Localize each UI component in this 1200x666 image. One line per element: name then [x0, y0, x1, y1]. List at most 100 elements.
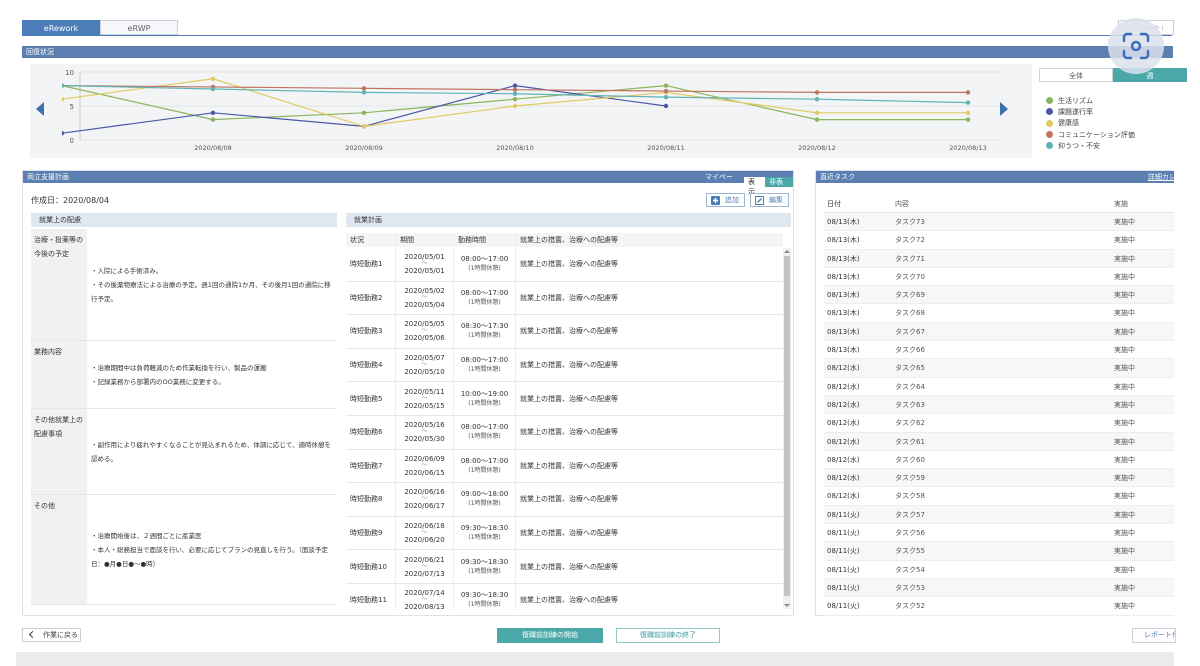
task-row[interactable]: 08/11(火) タスク55 実施中	[824, 542, 1174, 561]
end-training-button[interactable]: 復職前訓練の終了	[616, 628, 720, 643]
tab-erwp[interactable]: eRWP	[100, 20, 178, 35]
next-week-arrow-icon[interactable]	[1000, 102, 1008, 116]
task-row[interactable]: 08/11(火) タスク53 実施中	[824, 578, 1174, 598]
schedule-row[interactable]: 時短勤務2 2020/05/02 ～ 2020/05/04 08:00～17:00 (1時…	[346, 281, 783, 316]
start-training-button[interactable]: 復職前訓練の開始	[497, 628, 603, 643]
x-tick-label: 2020/08/08	[194, 144, 231, 152]
task-status: 実施中	[1114, 474, 1135, 483]
schedule-row[interactable]: 時短勤務6 2020/05/16 ～ 2020/05/30 08:00～17:00 (1時…	[346, 415, 783, 450]
data-point	[62, 83, 65, 88]
scroll-thumb[interactable]	[784, 256, 790, 596]
mypage-hide-option[interactable]: 非表示	[765, 177, 793, 196]
task-row[interactable]: 08/13(木) タスク69 実施中	[824, 286, 1174, 305]
task-row[interactable]: 08/11(火) タスク54 実施中	[824, 561, 1174, 579]
task-row[interactable]: 08/13(木) タスク68 実施中	[824, 304, 1174, 323]
schedule-row[interactable]: 時短勤務10 2020/06/21 ～ 2020/07/13 09:30～18:30 (1…	[346, 550, 783, 584]
schedule-row[interactable]: 時短勤務3 2020/05/05 ～ 2020/05/06 08:30～17:30 (1時…	[346, 315, 783, 349]
task-row[interactable]: 08/12(水) タスク62 実施中	[824, 414, 1174, 433]
schedule-row[interactable]: 時短勤務1 2020/05/01 ～ 2020/05/01 08:00～17:00 (1時…	[346, 248, 783, 282]
task-row[interactable]: 08/13(木) タスク71 実施中	[824, 249, 1174, 268]
schedule-row[interactable]: 時短勤務9 2020/06/18 ～ 2020/06/20 09:30～18:30 (1時…	[346, 516, 783, 551]
period-to: 2020/08/13	[404, 603, 445, 609]
task-row[interactable]: 08/11(火) タスク52 実施中	[824, 597, 1174, 616]
break-time: (1時間休憩)	[468, 601, 501, 609]
task-row[interactable]: 08/13(木) タスク66 実施中	[824, 341, 1174, 360]
schedule-time: 08:00～17:00 (1時間休憩)	[454, 348, 516, 382]
schedule-row[interactable]: 時短勤務11 2020/07/14 ～ 2020/08/13 09:30～18:30 (1…	[346, 583, 783, 609]
task-name: タスク59	[895, 474, 925, 483]
period-from: 2020/07/14	[404, 589, 445, 598]
break-time: (1時間休憩)	[468, 332, 501, 340]
note-row: その他 ・治療開始後は、２週間ごとに産業医 ・本人・総務担当で面談を行い、必要に応…	[31, 495, 337, 605]
prev-week-arrow-icon[interactable]	[36, 102, 44, 116]
schedule-period: 2020/05/11 ～ 2020/05/15	[396, 382, 454, 415]
add-button[interactable]: 追加	[706, 193, 745, 207]
schedule-status: 時短勤務10	[346, 550, 396, 583]
task-status: 実施中	[1114, 218, 1135, 226]
task-name: タスク61	[895, 437, 925, 446]
schedule-status: 時短勤務5	[346, 382, 396, 415]
task-row[interactable]: 08/13(木) タスク70 実施中	[824, 268, 1174, 287]
task-row[interactable]: 08/13(木) タスク67 実施中	[824, 322, 1174, 342]
work-schedule: 就業計画 状況 期間 勤務時間 就業上の措置、治療への配慮等 時短勤務1 2020…	[346, 211, 791, 611]
note-key: その他就業上の配慮事項	[31, 409, 87, 494]
task-name: タスク67	[895, 327, 925, 336]
task-name: タスク58	[895, 492, 925, 501]
mypage-show-option[interactable]: 表示	[743, 177, 766, 196]
task-row[interactable]: 08/12(水) タスク65 実施中	[824, 359, 1174, 378]
task-row[interactable]: 08/12(水) タスク63 実施中	[824, 395, 1174, 415]
task-row[interactable]: 08/13(木) タスク72 実施中	[824, 231, 1174, 250]
schedule-row[interactable]: 時短勤務5 2020/05/11 ～ 2020/05/15 10:00～19:00 (1時…	[346, 382, 783, 416]
task-row[interactable]: 08/11(火) タスク57 実施中	[824, 505, 1174, 525]
period-to: 2020/06/17	[404, 502, 445, 511]
legend-dot	[1046, 108, 1053, 116]
task-row[interactable]: 08/12(水) タスク58 実施中	[824, 487, 1174, 506]
tab-erework[interactable]: eRework	[22, 20, 100, 35]
schedule-row[interactable]: 時短勤務4 2020/05/07 ～ 2020/05/10 08:00～17:00 (1時…	[346, 348, 783, 383]
data-point	[361, 124, 367, 129]
col-note: 就業上の措置、治療への配慮等	[520, 236, 618, 244]
y-tick-label: 0	[70, 137, 74, 145]
schedule-row[interactable]: 時短勤務7 2020/06/09 ～ 2020/06/15 08:00～17:00 (1時…	[346, 449, 783, 484]
note-key: その他	[31, 495, 87, 604]
scroll-up-icon[interactable]	[784, 250, 790, 253]
legend-item[interactable]: コミュニケーション評価	[1046, 129, 1135, 140]
edit-button[interactable]: 編集	[750, 193, 789, 207]
chart-background	[30, 64, 1032, 158]
calendar-detail-link[interactable]: 詳細カレ	[1148, 173, 1176, 181]
scroll-down-icon[interactable]	[784, 604, 790, 607]
period-from: 2020/05/05	[404, 320, 445, 329]
task-row[interactable]: 08/12(水) タスク59 実施中	[824, 469, 1174, 488]
legend-item[interactable]: 抑うつ・不安	[1046, 140, 1135, 151]
task-row[interactable]: 08/12(水) タスク61 実施中	[824, 432, 1174, 451]
work-hours: 08:00～17:00	[460, 255, 509, 264]
task-date: 08/13(木)	[827, 327, 860, 336]
task-row[interactable]: 08/11(火) タスク56 実施中	[824, 524, 1174, 543]
period-from: 2020/05/01	[404, 253, 445, 262]
note-row: 業務内容 ・治療期間中は負荷軽減のため作業転換を行い、製品の運搬 ・記録業務から部…	[31, 341, 337, 409]
work-hours: 09:30～18:30	[460, 524, 509, 533]
task-row[interactable]: 08/12(水) タスク64 実施中	[824, 378, 1174, 396]
note-value: ・副作用により疲れやすくなることが見込まれるため、体調に応じて、適時休憩を認める…	[87, 409, 337, 494]
recovery-header: 回復状況	[22, 46, 1173, 58]
screen-capture-button[interactable]	[1108, 18, 1164, 74]
schedule-period: 2020/05/07 ～ 2020/05/10	[396, 348, 454, 382]
legend-item[interactable]: 健康感	[1046, 118, 1135, 129]
x-tick-label: 2020/08/13	[949, 144, 986, 152]
legend-item[interactable]: 課題遂行率	[1046, 106, 1135, 117]
task-row[interactable]: 08/13(木) タスク73 実施中	[824, 213, 1174, 232]
report-button[interactable]: レポート作	[1132, 628, 1176, 643]
task-row[interactable]: 08/12(水) タスク60 実施中	[824, 451, 1174, 470]
schedule-scrollbar[interactable]	[783, 248, 791, 609]
schedule-time: 08:00～17:00 (1時間休憩)	[454, 415, 516, 449]
task-date: 08/13(木)	[827, 254, 860, 263]
data-point	[814, 110, 820, 115]
legend-item[interactable]: 生活リズム	[1046, 95, 1135, 106]
task-status: 実施中	[1114, 272, 1135, 281]
task-name: タスク73	[895, 218, 925, 226]
back-to-work-button[interactable]: 作業に戻る	[22, 628, 81, 642]
schedule-row[interactable]: 時短勤務8 2020/06/16 ～ 2020/06/17 09:00～18:00 (1時…	[346, 483, 783, 517]
task-status: 実施中	[1114, 382, 1135, 391]
period-tilde: ～	[421, 293, 428, 301]
toggle-all[interactable]: 全体	[1039, 68, 1113, 82]
